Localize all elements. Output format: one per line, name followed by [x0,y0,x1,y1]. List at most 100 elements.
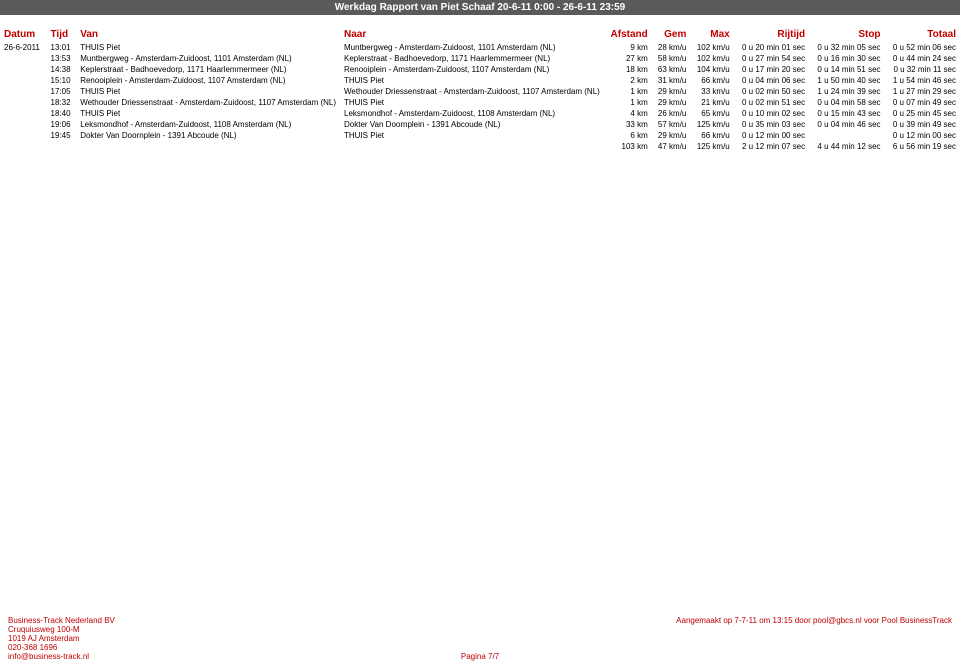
cell-gem: 29 km/u [652,86,691,97]
cell-totaal: 1 u 54 min 46 sec [885,75,960,86]
table-row: 26-6-201113:01THUIS PietMuntbergweg - Am… [0,42,960,53]
cell-naar: Leksmondhof - Amsterdam-Zuidoost, 1108 A… [340,108,604,119]
cell-tijd: 13:53 [47,53,77,64]
footer-email: info@business-track.nl [8,652,115,661]
cell-naar: Renooiplein - Amsterdam-Zuidoost, 1107 A… [340,64,604,75]
cell-naar: Muntbergweg - Amsterdam-Zuidoost, 1101 A… [340,42,604,53]
cell-stop: 0 u 04 min 58 sec [809,97,884,108]
col-totaal: Totaal [885,27,960,42]
table-row: 19:45Dokter Van Doornplein - 1391 Abcoud… [0,130,960,141]
totals-row: 103 km47 km/u125 km/u2 u 12 min 07 sec4 … [0,141,960,152]
cell-totaal: 0 u 25 min 45 sec [885,108,960,119]
cell-naar: THUIS Piet [340,75,604,86]
cell-afstand: 18 km [604,64,652,75]
cell-max: 102 km/u [690,42,733,53]
cell-totaal: 0 u 32 min 11 sec [885,64,960,75]
cell-totaal: 0 u 07 min 49 sec [885,97,960,108]
cell-van: Muntbergweg - Amsterdam-Zuidoost, 1101 A… [76,53,340,64]
footer-phone: 020-368 1696 [8,643,115,652]
cell-van: THUIS Piet [76,108,340,119]
footer-generated: Aangemaakt op 7-7-11 om 13:15 door pool@… [676,616,952,625]
cell-stop [809,130,884,141]
total-empty [340,141,604,152]
cell-gem: 57 km/u [652,119,691,130]
cell-max: 125 km/u [690,119,733,130]
footer-page: Pagina 7/7 [461,652,499,661]
cell-totaal: 0 u 52 min 06 sec [885,42,960,53]
cell-tijd: 19:45 [47,130,77,141]
cell-afstand: 33 km [604,119,652,130]
cell-stop: 0 u 15 min 43 sec [809,108,884,119]
cell-van: Dokter Van Doornplein - 1391 Abcoude (NL… [76,130,340,141]
total-rijtijd: 2 u 12 min 07 sec [734,141,809,152]
cell-van: THUIS Piet [76,42,340,53]
cell-stop: 1 u 50 min 40 sec [809,75,884,86]
cell-tijd: 14:38 [47,64,77,75]
cell-datum [0,53,47,64]
cell-datum [0,75,47,86]
footer-company-block: Business-Track Nederland BV Cruquiusweg … [8,616,115,661]
total-gem: 47 km/u [652,141,691,152]
cell-naar: Keplerstraat - Badhoevedorp, 1171 Haarle… [340,53,604,64]
cell-stop: 0 u 04 min 46 sec [809,119,884,130]
cell-rijtijd: 0 u 02 min 51 sec [734,97,809,108]
cell-tijd: 13:01 [47,42,77,53]
cell-gem: 63 km/u [652,64,691,75]
cell-van: THUIS Piet [76,86,340,97]
cell-van: Wethouder Driessenstraat - Amsterdam-Zui… [76,97,340,108]
footer: Business-Track Nederland BV Cruquiusweg … [8,616,952,661]
cell-gem: 29 km/u [652,97,691,108]
cell-rijtijd: 0 u 04 min 06 sec [734,75,809,86]
cell-gem: 28 km/u [652,42,691,53]
table-row: 18:32Wethouder Driessenstraat - Amsterda… [0,97,960,108]
cell-rijtijd: 0 u 20 min 01 sec [734,42,809,53]
col-tijd: Tijd [47,27,77,42]
table-row: 15:10Renooiplein - Amsterdam-Zuidoost, 1… [0,75,960,86]
cell-datum [0,119,47,130]
cell-afstand: 1 km [604,86,652,97]
cell-stop: 0 u 16 min 30 sec [809,53,884,64]
col-stop: Stop [809,27,884,42]
cell-gem: 26 km/u [652,108,691,119]
cell-totaal: 0 u 44 min 24 sec [885,53,960,64]
cell-stop: 0 u 32 min 05 sec [809,42,884,53]
total-empty [47,141,77,152]
cell-tijd: 18:40 [47,108,77,119]
total-totaal: 6 u 56 min 19 sec [885,141,960,152]
cell-rijtijd: 0 u 27 min 54 sec [734,53,809,64]
cell-afstand: 2 km [604,75,652,86]
cell-gem: 58 km/u [652,53,691,64]
cell-tijd: 17:05 [47,86,77,97]
table-row: 19:06Leksmondhof - Amsterdam-Zuidoost, 1… [0,119,960,130]
total-afstand: 103 km [604,141,652,152]
col-gem: Gem [652,27,691,42]
cell-max: 33 km/u [690,86,733,97]
total-stop: 4 u 44 min 12 sec [809,141,884,152]
footer-company: Business-Track Nederland BV [8,616,115,625]
cell-datum: 26-6-2011 [0,42,47,53]
table-row: 13:53Muntbergweg - Amsterdam-Zuidoost, 1… [0,53,960,64]
cell-totaal: 0 u 12 min 00 sec [885,130,960,141]
cell-stop: 0 u 14 min 51 sec [809,64,884,75]
cell-rijtijd: 0 u 10 min 02 sec [734,108,809,119]
cell-datum [0,86,47,97]
cell-datum [0,97,47,108]
cell-naar: Wethouder Driessenstraat - Amsterdam-Zui… [340,86,604,97]
col-datum: Datum [0,27,47,42]
cell-max: 66 km/u [690,75,733,86]
header-row: Datum Tijd Van Naar Afstand Gem Max Rijt… [0,27,960,42]
cell-max: 65 km/u [690,108,733,119]
cell-gem: 31 km/u [652,75,691,86]
cell-tijd: 15:10 [47,75,77,86]
col-max: Max [690,27,733,42]
cell-datum [0,64,47,75]
cell-rijtijd: 0 u 35 min 03 sec [734,119,809,130]
cell-max: 104 km/u [690,64,733,75]
table-row: 14:38Keplerstraat - Badhoevedorp, 1171 H… [0,64,960,75]
cell-totaal: 0 u 39 min 49 sec [885,119,960,130]
cell-datum [0,130,47,141]
cell-naar: THUIS Piet [340,130,604,141]
cell-van: Renooiplein - Amsterdam-Zuidoost, 1107 A… [76,75,340,86]
cell-van: Keplerstraat - Badhoevedorp, 1171 Haarle… [76,64,340,75]
col-naar: Naar [340,27,604,42]
